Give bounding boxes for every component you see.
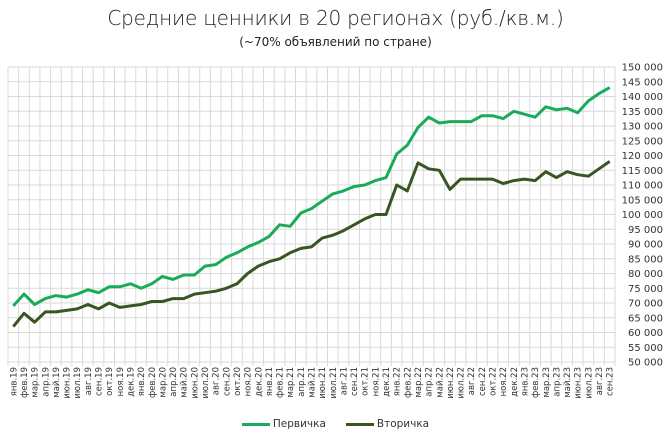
x-tick-label: май.23 [563, 367, 573, 398]
y-tick-label: 95 000 [628, 225, 663, 236]
x-tick-label: мар.20 [158, 367, 168, 398]
legend-label-secondary: Вторичка [376, 418, 430, 430]
y-tick-label: 150 000 [622, 63, 663, 74]
x-tick-label: май.22 [435, 367, 445, 398]
y-tick-label: 70 000 [628, 299, 663, 310]
x-tick-label: май.19 [52, 367, 62, 398]
x-tick-label: авг.22 [467, 367, 477, 395]
y-tick-label: 85 000 [628, 254, 663, 265]
x-tick-label: июн.22 [446, 367, 456, 399]
y-tick-label: 145 000 [622, 77, 663, 88]
x-tick-label: июн.21 [318, 367, 328, 399]
x-axis-ticks: янв.19 фев.19 мар.19 апр.19 май.19 июн.19 июл.… [9, 367, 615, 399]
series-line-1[interactable] [12, 160, 611, 328]
y-tick-label: 125 000 [622, 136, 663, 147]
x-tick-label: июл.20 [201, 367, 211, 399]
x-tick-label: мар.19 [31, 367, 41, 398]
x-tick-label: сен.23 [606, 367, 616, 396]
x-tick-label: янв.22 [393, 367, 403, 396]
x-tick-label: апр.23 [552, 367, 562, 397]
y-tick-label: 90 000 [628, 240, 663, 251]
x-tick-label: дек.20 [254, 367, 264, 397]
y-tick-label: 130 000 [622, 122, 663, 133]
x-tick-label: авг.20 [212, 367, 222, 395]
legend-swatch-primary-icon [241, 422, 270, 426]
y-tick-label: 80 000 [628, 269, 663, 280]
x-tick-label: окт.19 [105, 367, 115, 396]
x-tick-label: ноя.20 [244, 367, 254, 396]
x-tick-label: фев.20 [148, 367, 158, 398]
x-tick-label: окт.20 [233, 367, 243, 396]
x-tick-label: апр.21 [297, 367, 307, 397]
y-tick-label: 105 000 [622, 195, 663, 206]
y-tick-label: 140 000 [622, 92, 663, 103]
x-tick-label: апр.20 [169, 367, 179, 397]
x-tick-label: фев.21 [276, 367, 286, 398]
y-tick-label: 60 000 [628, 328, 663, 339]
x-tick-label: фев.19 [20, 367, 30, 398]
y-axis-ticks: 150 000 145 000 140 000 135 000 130 000 125 0… [622, 63, 663, 369]
chart-subtitle: (~70% объявлений по стране) [239, 35, 432, 49]
y-tick-label: 65 000 [628, 313, 663, 324]
x-tick-label: апр.22 [425, 367, 435, 397]
x-tick-label: дек.22 [510, 367, 520, 397]
x-tick-label: авг.19 [84, 367, 94, 395]
x-tick-label: май.21 [308, 367, 318, 398]
x-tick-label: янв.23 [520, 367, 530, 396]
x-tick-label: мар.22 [414, 367, 424, 398]
y-tick-label: 55 000 [628, 343, 663, 354]
y-tick-label: 135 000 [622, 107, 663, 118]
x-tick-label: янв.21 [265, 367, 275, 396]
series-line-0[interactable] [12, 86, 611, 307]
x-tick-label: ноя.19 [116, 367, 126, 396]
x-tick-label: мар.21 [286, 367, 296, 398]
grid-lines [7, 66, 616, 366]
chart-title: Средние ценники в 20 регионах (руб./кв.м… [107, 6, 564, 30]
x-tick-label: ноя.21 [371, 367, 381, 396]
x-tick-label: июн.20 [190, 367, 200, 399]
legend-label-primary: Первичка [272, 418, 326, 430]
x-tick-label: сен.19 [95, 367, 105, 396]
x-tick-label: сен.22 [478, 367, 488, 396]
legend-swatch-secondary-icon [345, 422, 374, 426]
legend-item-secondary[interactable]: Вторичка [345, 418, 430, 430]
y-tick-label: 50 000 [628, 358, 663, 369]
x-tick-label: авг.21 [339, 367, 349, 395]
x-tick-label: июл.19 [73, 367, 83, 399]
y-tick-label: 100 000 [622, 210, 663, 221]
x-tick-label: май.20 [180, 367, 190, 398]
x-tick-label: сен.21 [350, 367, 360, 396]
x-tick-label: ноя.22 [499, 367, 509, 396]
y-tick-label: 120 000 [622, 151, 663, 162]
x-tick-label: фев.22 [403, 367, 413, 398]
y-tick-label: 115 000 [622, 166, 663, 177]
x-tick-label: окт.22 [489, 367, 499, 396]
x-tick-label: июл.23 [584, 367, 594, 399]
x-tick-label: сен.20 [222, 367, 232, 396]
x-tick-label: мар.23 [542, 367, 552, 398]
legend-item-primary[interactable]: Первичка [241, 418, 326, 430]
x-tick-label: янв.19 [9, 367, 19, 396]
x-tick-label: июн.23 [574, 367, 584, 399]
x-tick-label: апр.19 [41, 367, 51, 397]
x-tick-label: окт.21 [361, 367, 371, 396]
x-tick-label: фев.23 [531, 367, 541, 398]
x-tick-label: июн.19 [63, 367, 73, 399]
x-tick-label: янв.20 [137, 367, 147, 396]
x-tick-label: дек.21 [382, 367, 392, 397]
x-tick-label: июл.21 [329, 367, 339, 399]
x-tick-label: июл.22 [457, 367, 467, 399]
y-tick-label: 110 000 [622, 181, 663, 192]
x-tick-label: авг.23 [595, 367, 605, 395]
y-tick-label: 75 000 [628, 284, 663, 295]
series-lines [12, 86, 611, 328]
x-tick-label: дек.19 [126, 367, 136, 397]
legend: Первичка Вторичка [0, 418, 671, 430]
